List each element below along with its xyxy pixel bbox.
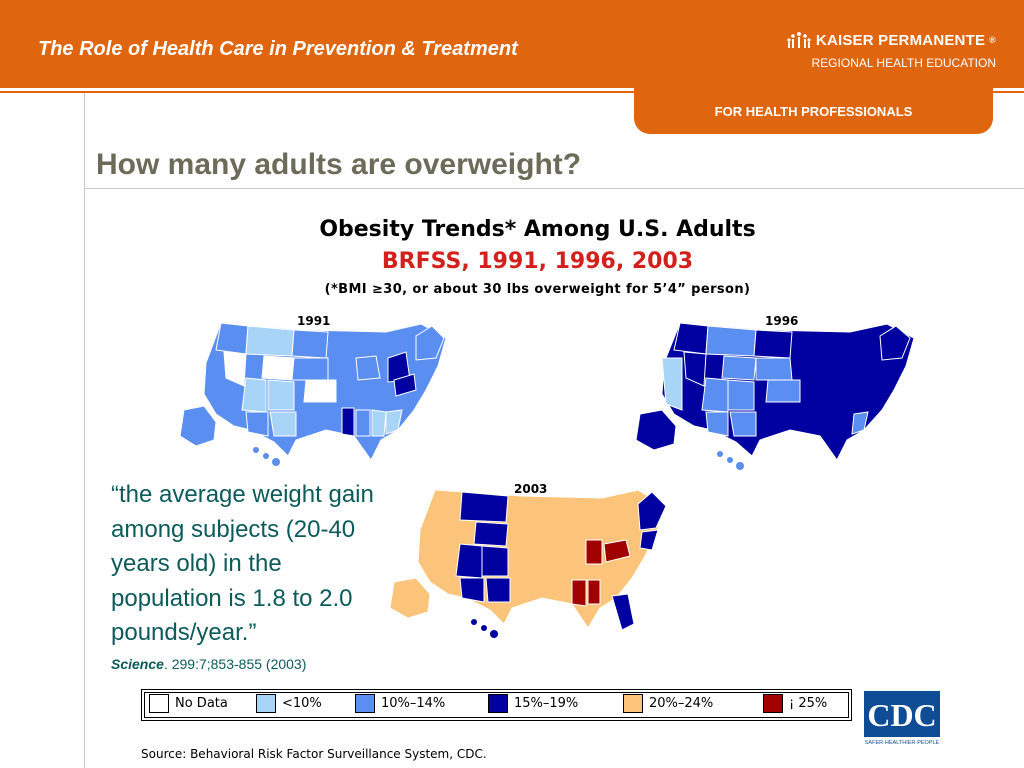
presentation-title: The Role of Health Care in Prevention & … <box>38 38 518 60</box>
legend-swatch <box>355 694 375 713</box>
legend-swatch <box>149 694 169 713</box>
audience-tab: FOR HEALTH PROFESSIONALS <box>634 86 993 134</box>
legend-swatch <box>763 694 783 713</box>
legend-label: 15%–19% <box>514 696 579 711</box>
us-obesity-map-1996 <box>635 322 915 470</box>
map-year-label-1991: 1991 <box>297 314 331 328</box>
legend-label: ¡ 25% <box>789 696 828 711</box>
legend-label: 10%–14% <box>381 696 446 711</box>
figure-note: (*BMI ≥30, or about 30 lbs overweight fo… <box>324 282 751 297</box>
quote-citation: Science. 299:7;853-855 (2003) <box>111 656 306 672</box>
legend-item-25-plus: ¡ 25% <box>763 694 827 713</box>
legend-label: No Data <box>175 696 228 711</box>
us-obesity-map-1991 <box>179 322 447 466</box>
citation-journal: Science <box>111 656 164 672</box>
source-footnote: Source: Behavioral Risk Factor Surveilla… <box>141 747 487 761</box>
citation-reference: . 299:7;853-855 (2003) <box>163 656 307 672</box>
legend-inner-border <box>144 692 849 718</box>
header-rule <box>0 91 1024 93</box>
heading-divider <box>84 188 1024 189</box>
legend-label: 20%–24% <box>649 696 714 711</box>
figure-subtitle: BRFSS, 1991, 1996, 2003 <box>381 249 694 274</box>
legend-label: <10% <box>282 696 322 711</box>
legend-swatch <box>488 694 508 713</box>
cdc-logo: CDC SAFER·HEALTHIER·PEOPLE <box>863 690 941 746</box>
audience-tab-label: FOR HEALTH PROFESSIONALS <box>714 103 913 119</box>
us-obesity-map-2003 <box>390 489 667 638</box>
legend-swatch <box>623 694 643 713</box>
weight-gain-quote: “the average weight gain among subjects … <box>111 481 374 646</box>
legend-item-15-19: 15%–19% <box>488 694 578 713</box>
left-divider <box>84 93 85 768</box>
legend-swatch <box>256 694 276 713</box>
cdc-logo-tagline: SAFER·HEALTHIER·PEOPLE <box>865 740 940 746</box>
legend-item-20-24: 20%–24% <box>623 694 713 713</box>
map-year-label-2003: 2003 <box>514 482 548 496</box>
legend-item-lt10: <10% <box>256 694 322 713</box>
map-legend: No Data <10% 10%–14% 15%–19% 20%–24% ¡ 2… <box>141 689 852 721</box>
legend-item-no-data: No Data <box>149 694 228 713</box>
map-year-label-1996: 1996 <box>765 314 799 328</box>
header-bar <box>0 0 1024 93</box>
figure-title: Obesity Trends* Among U.S. Adults <box>319 217 756 242</box>
registered-mark: ® <box>989 35 996 45</box>
kaiser-sun-logo-icon <box>787 32 811 48</box>
brand-name: KAISER PERMANENTE <box>815 31 986 49</box>
kaiser-brand: KAISER PERMANENTE ® REGIONAL HEALTH EDUCA… <box>786 30 996 70</box>
cdc-logo-text: CDC <box>867 697 936 733</box>
slide-heading: How many adults are overweight? <box>96 148 582 181</box>
brand-subtitle: REGIONAL HEALTH EDUCATION <box>811 56 996 70</box>
legend-item-10-14: 10%–14% <box>355 694 445 713</box>
